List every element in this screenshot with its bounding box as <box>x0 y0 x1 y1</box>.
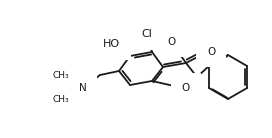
Text: O: O <box>207 47 215 57</box>
Text: O: O <box>182 83 190 93</box>
Text: Cl: Cl <box>141 29 152 39</box>
Text: CH₃: CH₃ <box>53 95 69 104</box>
Text: N: N <box>79 83 87 93</box>
Text: O: O <box>168 37 176 47</box>
Text: CH₃: CH₃ <box>53 71 69 80</box>
Text: HO: HO <box>103 39 120 49</box>
